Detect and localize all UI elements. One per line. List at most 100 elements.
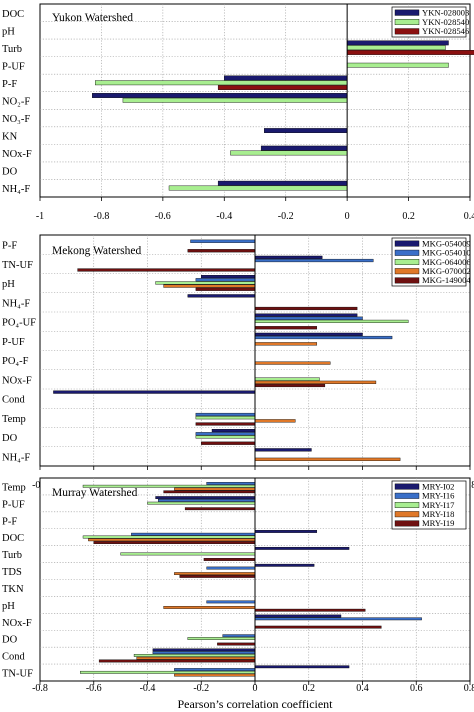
bar	[88, 538, 256, 542]
bar	[346, 45, 446, 51]
bar	[206, 600, 256, 604]
x-tick-label: -0.4	[140, 683, 156, 694]
bar	[217, 642, 256, 646]
category-label: Cond	[2, 652, 26, 663]
category-label: P-F	[2, 516, 17, 527]
category-label: NO₃-F	[2, 114, 30, 125]
category-label: NOx-F	[2, 375, 32, 386]
bar	[254, 313, 358, 317]
chart-title: Yukon Watershed	[52, 12, 133, 24]
bar	[206, 566, 256, 570]
category-label: P-UF	[2, 61, 25, 72]
bar	[195, 278, 256, 282]
bar	[254, 625, 382, 629]
legend-swatch	[394, 249, 420, 256]
bar	[82, 535, 256, 539]
bar	[254, 546, 350, 550]
bar	[147, 501, 256, 505]
bar	[254, 306, 358, 311]
legend-swatch	[394, 19, 420, 26]
bar	[254, 258, 374, 263]
bar	[195, 432, 256, 436]
legend-swatch	[394, 268, 420, 275]
bar	[346, 62, 449, 68]
chart-title: Mekong Watershed	[52, 245, 141, 257]
chart-panel-2: P-F TN-UF pH NH₄-F PO₄-UF P-UF PO₄-F NOx-F Cond T…	[2, 234, 474, 491]
bar	[187, 249, 256, 253]
bar	[230, 150, 348, 156]
category-label: Turb	[2, 44, 22, 55]
category-label: pH	[2, 601, 15, 612]
bar	[136, 656, 256, 660]
category-label: pH	[2, 279, 15, 290]
x-tick-label: -0.8	[32, 683, 48, 694]
bar	[53, 390, 256, 394]
bar	[254, 332, 363, 336]
bar	[222, 634, 256, 638]
bar	[254, 361, 331, 365]
category-label: Turb	[2, 550, 22, 561]
bar	[254, 563, 315, 567]
bar	[187, 637, 256, 640]
bar	[163, 606, 256, 609]
category-label: TKN	[2, 584, 24, 595]
chart-panel-3: Temp P-UF P-F DOC Turb TDS TKN pH NOx-F DO Cond TN-…	[2, 477, 474, 711]
bar	[98, 659, 256, 663]
bar	[80, 670, 256, 674]
legend-label: YKN-028540	[422, 17, 469, 27]
category-label: Cond	[2, 395, 26, 406]
bar	[195, 422, 256, 426]
bar	[152, 651, 256, 655]
bar	[133, 654, 256, 657]
category-label: TDS	[2, 567, 22, 578]
x-tick-label: 0.4	[464, 211, 474, 222]
legend-label: MKG-149004	[422, 275, 471, 285]
bar	[92, 93, 348, 98]
legend-label: MRY-I17	[422, 500, 455, 510]
bar	[195, 287, 256, 291]
legend-swatch	[394, 492, 420, 499]
x-tick-label: -0.2	[278, 211, 294, 222]
x-tick-label: 0.4	[356, 683, 369, 694]
bar	[254, 608, 366, 612]
legend-swatch	[394, 9, 420, 16]
category-label: DOC	[2, 533, 24, 544]
legend-label: YKN-028546	[422, 26, 470, 36]
legend-label: MRY-I19	[422, 518, 454, 528]
bar	[95, 80, 348, 86]
bar	[174, 487, 256, 491]
x-tick-label: 0.8	[464, 683, 474, 694]
legend-label: MKG-054010	[422, 248, 471, 258]
bar	[203, 558, 256, 561]
category-label: NH₄-F	[2, 184, 30, 195]
category-label: DO	[2, 167, 18, 178]
bar	[195, 416, 256, 420]
bar	[152, 648, 256, 652]
x-tick-label: 0.6	[410, 683, 423, 694]
bar	[77, 268, 256, 272]
bar	[195, 435, 256, 439]
bar	[190, 239, 256, 243]
bar	[122, 97, 348, 103]
bar	[163, 490, 256, 494]
bar	[254, 457, 401, 461]
bar	[131, 532, 256, 536]
bar	[155, 496, 256, 500]
bar	[254, 255, 323, 259]
legend-label: MKG-054009	[422, 238, 471, 248]
bar	[346, 40, 449, 46]
legend-swatch	[394, 277, 420, 284]
bar	[254, 319, 409, 324]
legend-label: MRY-I18	[422, 509, 454, 519]
legend-label: YKN-028003	[422, 7, 469, 17]
x-tick-label: -0.6	[155, 211, 171, 222]
x-tick-label: -0.8	[94, 211, 110, 222]
category-label: NOx-F	[2, 149, 32, 160]
bar	[254, 419, 296, 423]
chart-title: Murray Watershed	[52, 487, 138, 499]
legend-label: MRY-I02	[422, 481, 454, 491]
category-label: DO	[2, 433, 18, 444]
bar	[264, 128, 348, 133]
